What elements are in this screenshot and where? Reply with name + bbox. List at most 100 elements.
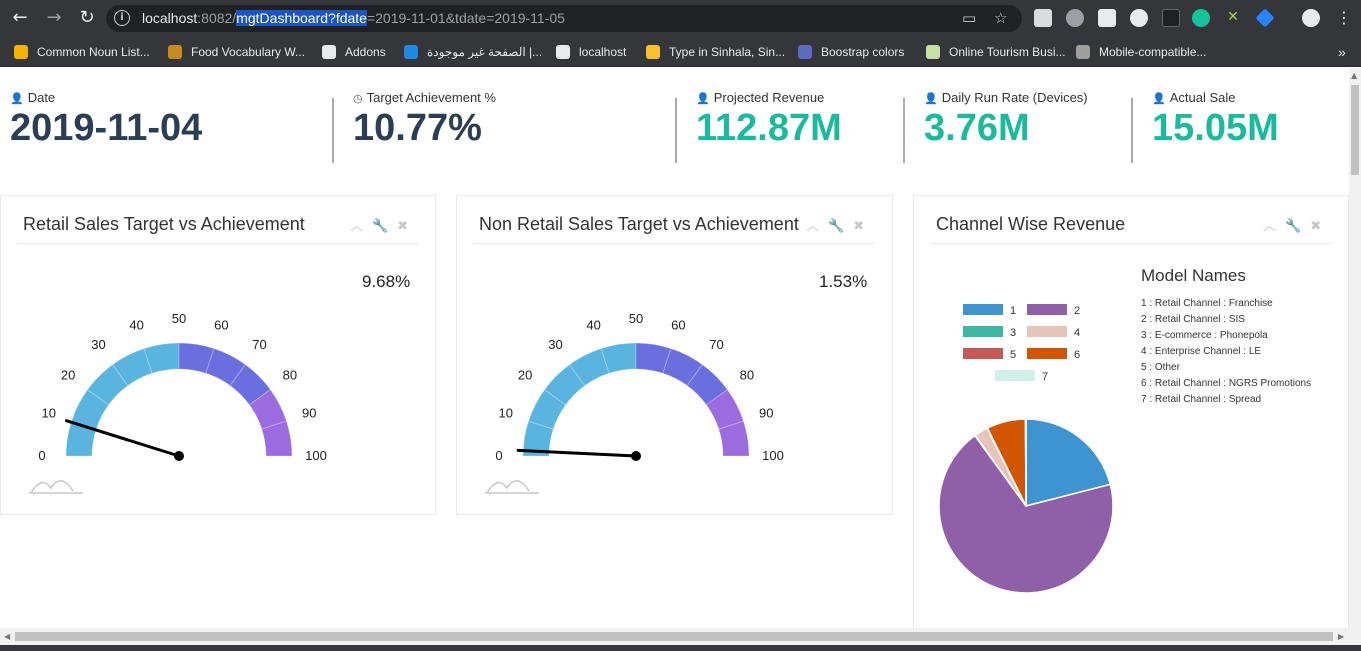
gauge-needle <box>516 448 638 458</box>
info-icon[interactable]: i <box>114 10 130 26</box>
legend-label: 7 <box>1042 371 1048 383</box>
clock-icon: ◷ <box>353 93 363 105</box>
channel-pie-chart: 1 2 3 4 5 6 7 <box>938 304 1114 594</box>
collapse-icon[interactable]: ︿ <box>1263 219 1277 234</box>
bookmark-favicon-icon <box>646 45 660 59</box>
bookmark-favicon-icon <box>14 45 28 59</box>
stat-value: 2019-11-04 <box>10 107 203 149</box>
gauge-chart-icon <box>29 480 83 494</box>
vertical-scroll-thumb[interactable] <box>1351 85 1359 175</box>
stat-divider <box>903 98 905 163</box>
address-bar[interactable]: i localhost:8082/mgtDashboard?fdate=2019… <box>106 5 1022 32</box>
stat-label: ◷ Target Achievement % <box>353 90 496 105</box>
scroll-left-icon[interactable]: ◀ <box>4 632 11 641</box>
profile-avatar[interactable] <box>1302 9 1320 27</box>
extension-box-icon[interactable] <box>1162 9 1180 27</box>
bookmark-item[interactable]: localhost <box>556 43 626 61</box>
model-name-item: 7 : Retail Channel : Spread <box>1141 394 1262 405</box>
gauge-segment <box>543 363 586 406</box>
bookmark-item[interactable]: Addons <box>322 43 386 61</box>
collapse-icon[interactable]: ︿ <box>806 219 820 234</box>
panel-tools: ︿ 🔧 ✖ <box>1254 215 1321 234</box>
cast-icon[interactable]: ▭ <box>962 9 977 27</box>
wrench-icon[interactable]: 🔧 <box>828 219 845 234</box>
bookmark-label: Online Tourism Busi... <box>949 45 1066 59</box>
collapse-icon[interactable]: ︿ <box>350 219 364 234</box>
menu-icon[interactable]: ⋮ <box>1336 8 1352 27</box>
scroll-up-icon[interactable]: ▲ <box>1351 71 1358 80</box>
bookmark-label: localhost <box>579 45 627 59</box>
close-icon[interactable]: ✖ <box>853 219 865 234</box>
gauge-tick-label: 20 <box>61 367 75 382</box>
model-name-item: 4 : Enterprise Channel : LE <box>1141 346 1262 357</box>
legend-swatch <box>963 348 1003 359</box>
panel-title: Retail Sales Target vs Achievement <box>23 214 305 234</box>
bookmark-item[interactable]: Type in Sinhala, Sin... <box>646 43 785 61</box>
panel-divider <box>931 243 1332 244</box>
url-text[interactable]: localhost:8082/mgtDashboard?fdate=2019-1… <box>142 10 565 26</box>
gauge-segment <box>261 420 293 457</box>
stat-value: 112.87M <box>696 107 842 149</box>
extension-x-icon[interactable]: ✕ <box>1224 9 1242 27</box>
extension-printer-icon[interactable] <box>1098 9 1116 27</box>
extension-gear-icon[interactable] <box>1066 9 1084 27</box>
bookmark-label: Boostrap colors <box>821 45 905 59</box>
bookmark-item[interactable]: Online Tourism Busi... <box>926 43 1066 61</box>
jira-icon[interactable] <box>1255 8 1275 28</box>
user-icon: 👤 <box>10 93 24 105</box>
non-retail-gauge: 0 10 20 30 40 50 60 70 80 90 100 <box>485 311 784 494</box>
stat-label: 👤 Projected Revenue <box>696 90 842 105</box>
bookmark-item[interactable]: Boostrap colors <box>798 43 904 61</box>
pie-slice <box>1024 418 1027 507</box>
stat-divider <box>1131 98 1133 163</box>
gauge-segment <box>635 342 672 374</box>
bookmark-star-icon[interactable]: ☆ <box>994 9 1008 27</box>
gauge-tick-label: 100 <box>762 448 784 463</box>
wrench-icon[interactable]: 🔧 <box>1285 219 1302 234</box>
legend-label: 1 <box>1010 305 1016 317</box>
legend-label: 3 <box>1010 327 1016 339</box>
stat-label: 👤 Actual Sale <box>1152 90 1279 105</box>
stat-label: 👤 Daily Run Rate (Devices) <box>924 90 1088 105</box>
gauge-tick-label: 50 <box>172 311 186 326</box>
close-icon[interactable]: ✖ <box>397 219 409 234</box>
bookmarks-more-icon[interactable]: » <box>1338 44 1346 60</box>
horizontal-scroll-thumb[interactable] <box>15 632 1333 641</box>
reload-icon[interactable]: ↻ <box>79 7 95 28</box>
back-icon[interactable]: ← <box>12 7 28 28</box>
gauge-tick-label: 70 <box>252 337 266 352</box>
stat-label-text: Target Achievement % <box>366 90 496 105</box>
user-icon: 👤 <box>696 93 710 105</box>
gauge-segment <box>718 420 750 457</box>
panel-tools: ︿ 🔧 ✖ <box>797 215 864 234</box>
gauge-segment <box>178 342 215 374</box>
bookmark-item[interactable]: Mobile-compatible... <box>1076 43 1206 61</box>
stat-label-text: Projected Revenue <box>713 90 825 105</box>
panel-title: Non Retail Sales Target vs Achievement <box>479 214 799 234</box>
gauge-tick-label: 70 <box>709 337 723 352</box>
gauge-tick-label: 40 <box>586 318 600 333</box>
gauge-tick-label: 60 <box>671 318 685 333</box>
wrench-icon[interactable]: 🔧 <box>372 219 389 234</box>
bookmark-item[interactable]: Food Vocabulary W... <box>168 43 305 61</box>
extension-cube-icon[interactable] <box>1034 9 1052 27</box>
vertical-scrollbar[interactable]: ▲ <box>1349 68 1361 651</box>
model-name-item: 2 : Retail Channel : SIS <box>1141 314 1245 325</box>
scroll-right-icon[interactable]: ▶ <box>1338 632 1345 641</box>
bookmark-item[interactable]: الصفحة غير موجودة |... <box>404 43 542 61</box>
grammarly-icon[interactable] <box>1192 9 1210 27</box>
pie-slice <box>1025 418 1112 507</box>
gauge-tick-label: 10 <box>498 406 512 421</box>
stat-divider <box>675 98 677 163</box>
stat-card: 👤 Date 2019-11-04 <box>10 90 202 150</box>
bookmark-item[interactable]: Common Noun List... <box>14 43 150 61</box>
gauge-tick-label: 10 <box>41 406 55 421</box>
horizontal-scrollbar[interactable]: ◀ ▶ <box>0 628 1349 645</box>
bookmark-favicon-icon <box>168 45 182 59</box>
legend-label: 2 <box>1074 305 1080 317</box>
legend-label: 4 <box>1074 327 1080 339</box>
extension-clock-icon[interactable] <box>1130 9 1148 27</box>
forward-icon[interactable]: → <box>46 7 62 28</box>
close-icon[interactable]: ✖ <box>1310 219 1322 234</box>
non-retail-sales-panel: Non Retail Sales Target vs Achievement ︿… <box>456 195 893 515</box>
